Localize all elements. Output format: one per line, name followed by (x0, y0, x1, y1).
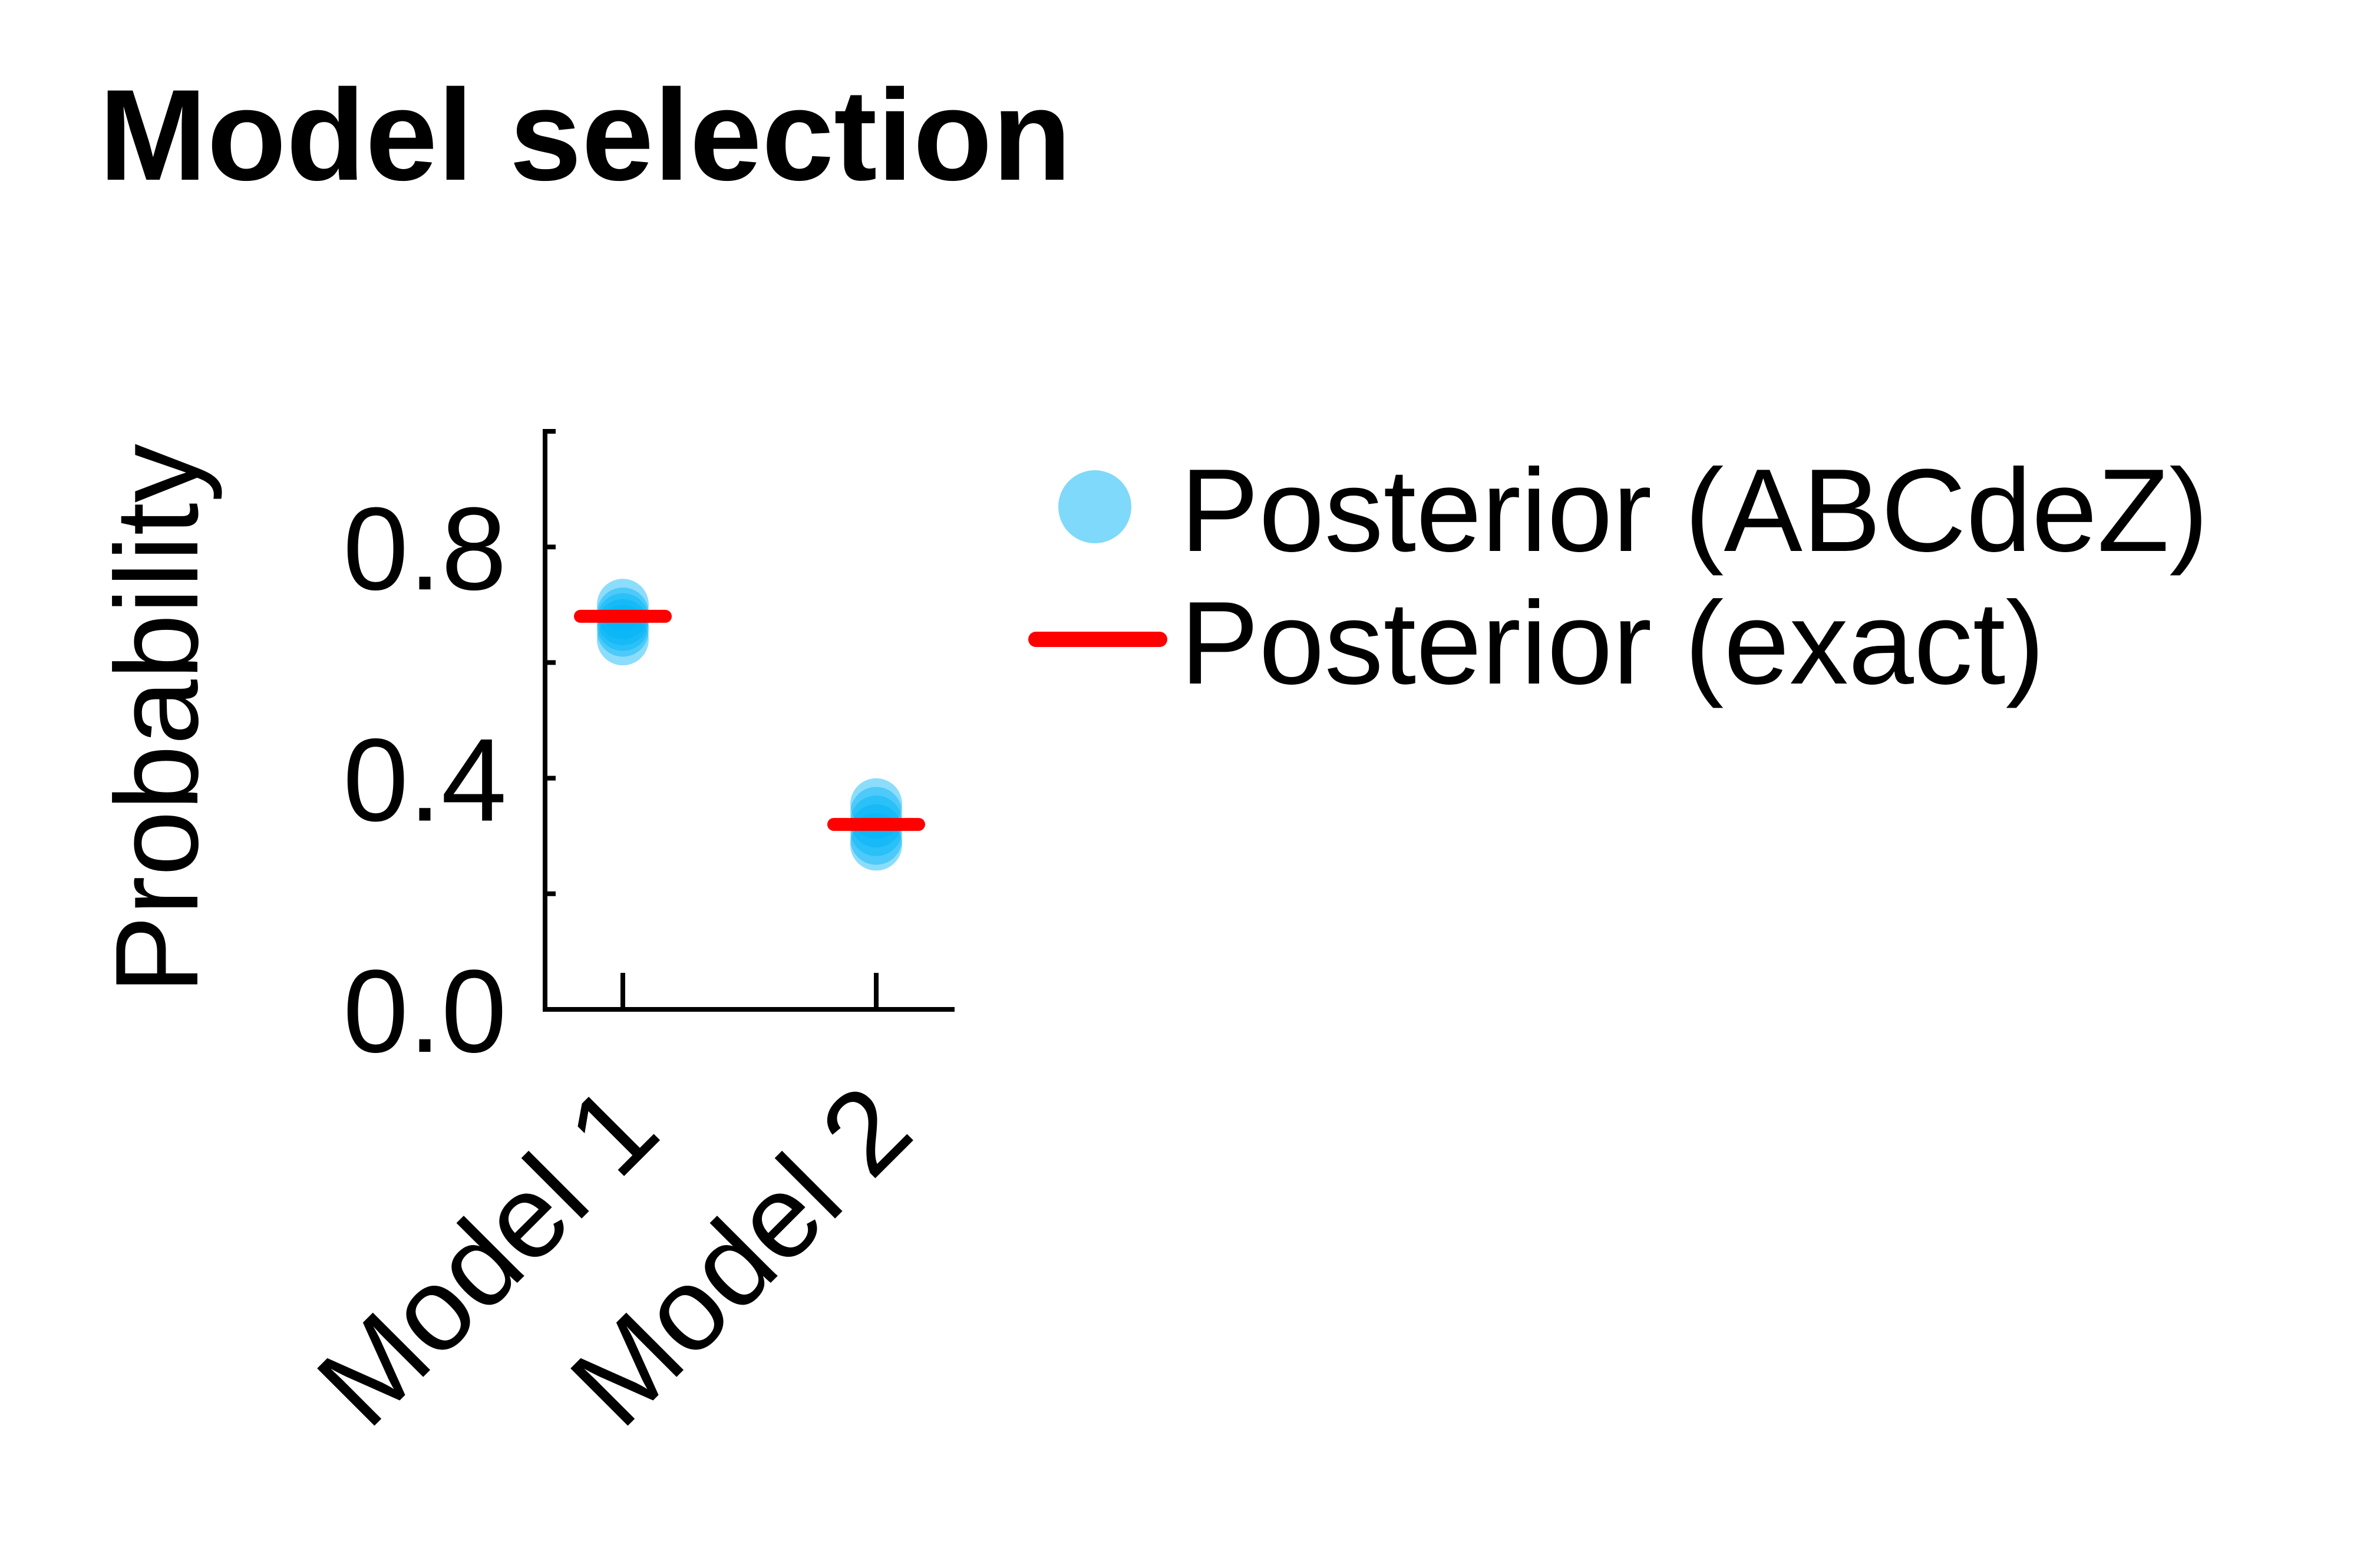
exact-lines (574, 609, 925, 831)
legend-label-exact: Posterior (exact) (1180, 577, 2045, 709)
y-tick-label-4: 0.8 (343, 483, 507, 615)
legend-marker-abcdez (1058, 470, 1131, 543)
point-1-0 (850, 778, 902, 830)
y-tick-label-2: 0.4 (343, 715, 507, 846)
point-1-5 (850, 818, 902, 871)
y-ticks: 0.0 0.4 0.8 (343, 429, 556, 1077)
y-tick-label-0: 0.0 (343, 946, 507, 1077)
point-0-5 (597, 613, 649, 666)
legend: Posterior (ABCdeZ) Posterior (exact) (1028, 445, 2209, 709)
legend-label-abcdez: Posterior (ABCdeZ) (1180, 445, 2209, 576)
chart-title: Model selection (99, 62, 1071, 207)
y-axis-label: Probability (91, 444, 223, 994)
